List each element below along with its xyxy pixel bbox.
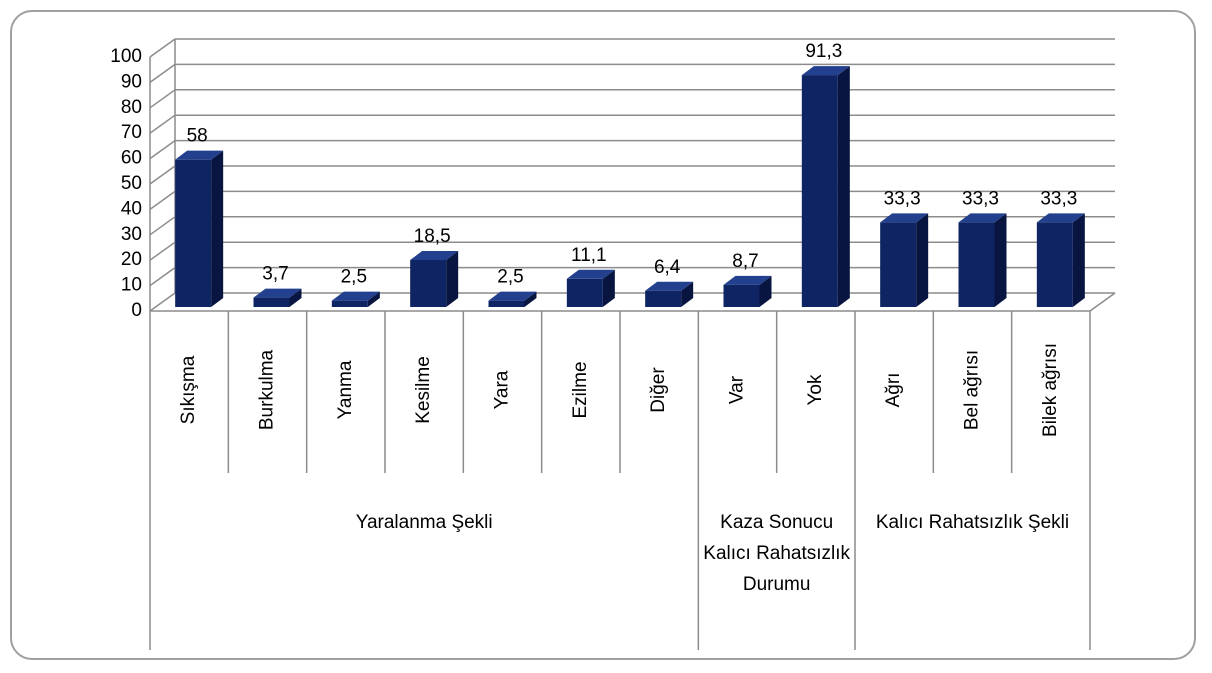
x-tick-label: Bilek ağrısı	[1040, 343, 1061, 437]
bar	[410, 260, 447, 307]
group-label: Kaza Sonucu Kalıcı Rahatsızlık Durumu	[703, 512, 851, 595]
x-tick-label: Sıkışma	[178, 355, 199, 424]
x-tick-label: Burkulma	[257, 349, 278, 430]
x-tick-label: Yara	[492, 370, 513, 409]
grid-line	[149, 139, 176, 160]
bar	[645, 290, 682, 307]
bar-side	[289, 288, 302, 307]
grid-line	[149, 63, 176, 84]
value-label: 33,3	[884, 188, 921, 209]
bar-side	[759, 275, 772, 307]
grid-line	[149, 216, 176, 236]
grid-line	[149, 241, 176, 261]
value-label: 2,5	[497, 267, 523, 288]
y-tick-label: 90	[121, 71, 142, 92]
grid-line	[149, 114, 176, 134]
y-tick-label: 40	[121, 198, 142, 219]
bar-side	[211, 150, 224, 307]
x-tick-label: Yanma	[335, 360, 356, 419]
y-tick-label: 100	[110, 46, 142, 67]
value-label: 33,3	[962, 188, 999, 209]
value-label: 18,5	[414, 226, 451, 247]
bar	[488, 300, 525, 307]
value-label: 91,3	[805, 41, 842, 62]
grid-line	[149, 89, 176, 109]
value-label: 33,3	[1040, 188, 1077, 209]
bar	[723, 284, 760, 307]
group-label: Yaralanma Şekli	[355, 512, 493, 533]
bar-side	[367, 291, 380, 307]
y-tick-label: 80	[121, 97, 142, 118]
bar-side	[681, 281, 694, 307]
bar-side	[1072, 213, 1085, 307]
bar-side	[524, 291, 537, 307]
y-tick-label: 0	[131, 300, 142, 321]
value-label: 2,5	[341, 267, 367, 288]
grid-line	[149, 190, 176, 211]
bar	[253, 297, 290, 307]
bar	[801, 75, 838, 308]
x-tick-label: Ezilme	[570, 361, 591, 418]
bar	[175, 159, 212, 307]
bar-top	[1036, 213, 1085, 223]
x-tick-label: Diğer	[648, 367, 669, 413]
bar-top	[331, 291, 380, 301]
value-label: 6,4	[654, 257, 681, 278]
bar	[1036, 222, 1073, 307]
bar-side	[994, 213, 1007, 307]
value-label: 8,7	[732, 251, 758, 272]
bar-side	[916, 213, 929, 307]
bar-top	[801, 66, 850, 76]
bar-top	[723, 275, 772, 285]
y-tick-label: 70	[121, 122, 142, 143]
grid-line	[149, 165, 176, 185]
bar	[566, 278, 603, 307]
value-label: 11,1	[571, 245, 607, 266]
bar	[880, 222, 917, 307]
bar-side	[446, 251, 459, 307]
x-tick-label: Ağrı	[883, 373, 904, 408]
bar-top	[566, 269, 615, 279]
bar-top	[958, 213, 1007, 223]
y-tick-label: 10	[121, 275, 142, 296]
grid-line	[149, 266, 176, 287]
y-tick-label: 60	[121, 148, 142, 169]
x-tick-label: Yok	[805, 374, 826, 405]
x-tick-label: Bel ağrısı	[962, 350, 983, 430]
x-tick-label: Var	[727, 375, 748, 404]
bar-side	[602, 269, 615, 307]
y-tick-label: 20	[121, 249, 142, 270]
bar	[958, 222, 995, 307]
y-tick-label: 30	[121, 224, 142, 245]
bar-top	[880, 213, 929, 223]
bar-top	[410, 251, 459, 261]
value-label: 3,7	[262, 264, 288, 285]
chart-frame	[10, 10, 1196, 660]
grid-line	[149, 292, 176, 312]
group-label: Kalıcı Rahatsızlık Şekli	[875, 512, 1070, 533]
bar-top	[253, 288, 302, 298]
y-tick-label: 50	[121, 173, 142, 194]
x-tick-label: Kesilme	[413, 356, 434, 424]
bar	[331, 300, 368, 307]
bar-side	[837, 66, 850, 308]
floor-edge	[1089, 292, 1116, 312]
bar-top	[645, 281, 694, 291]
bar-top	[175, 150, 224, 160]
bar-top	[488, 291, 537, 301]
grid-line	[149, 38, 176, 58]
value-label: 58	[187, 126, 208, 147]
